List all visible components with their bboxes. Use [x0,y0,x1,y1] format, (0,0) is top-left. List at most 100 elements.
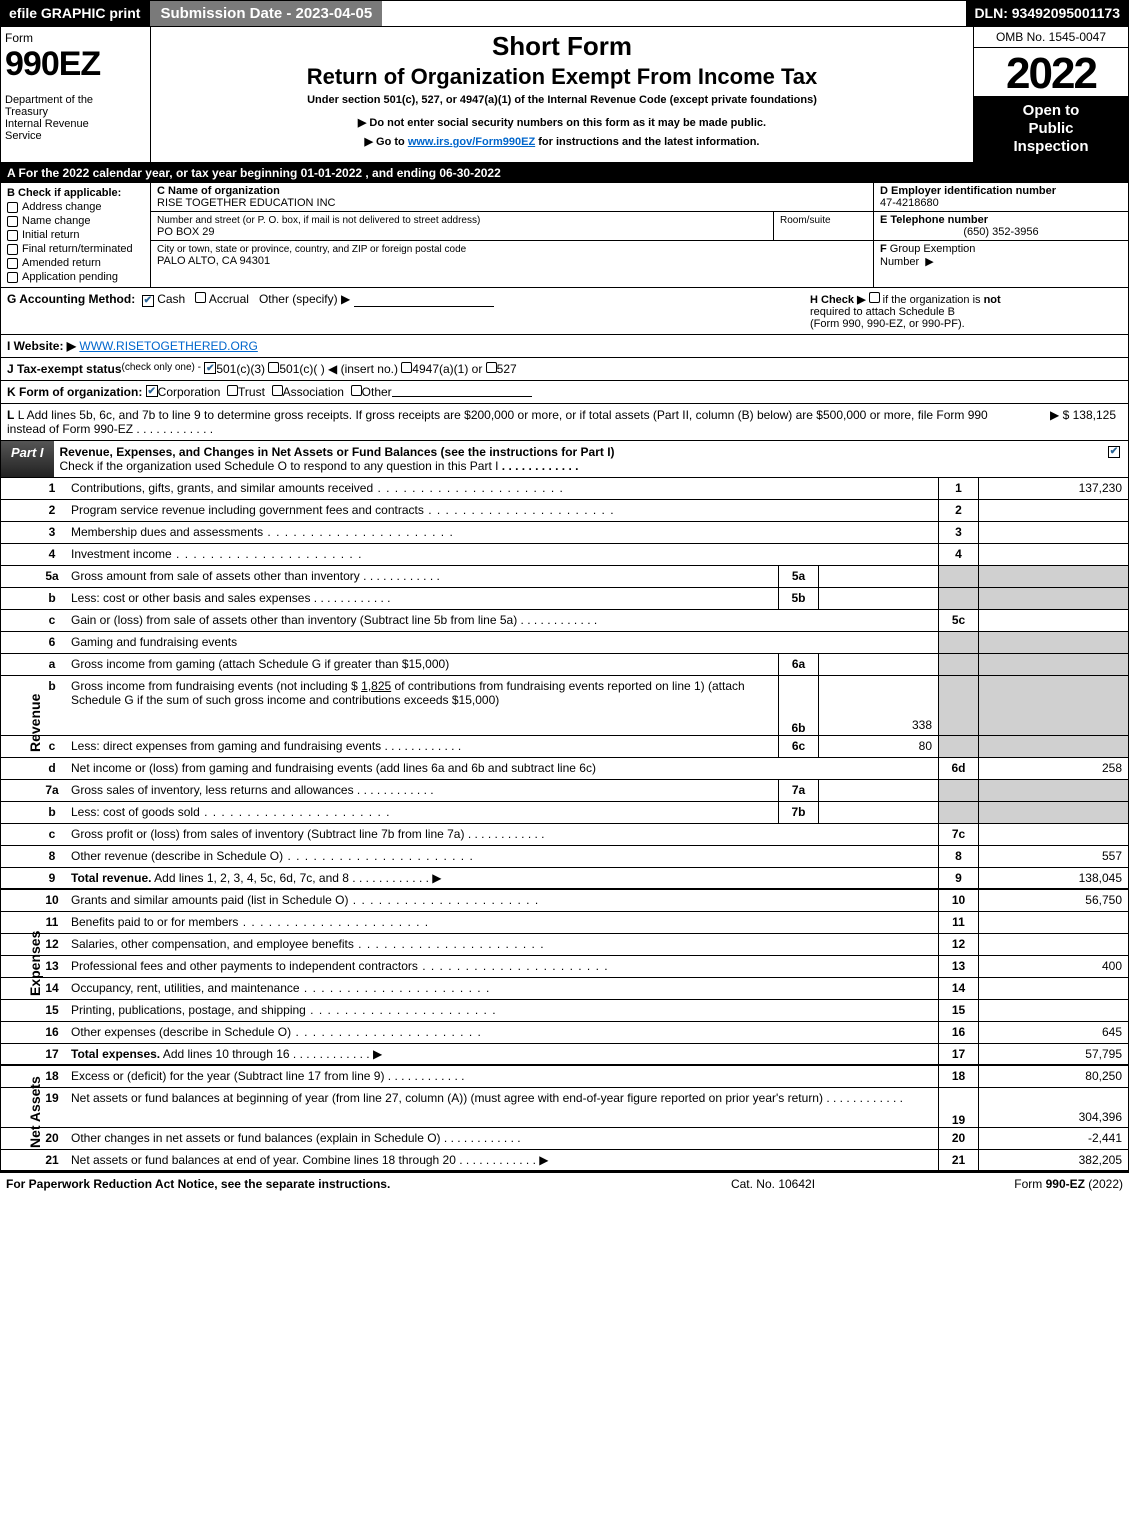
line-amount: 80,250 [978,1066,1128,1087]
line-code: 5c [938,610,978,631]
dots [381,739,461,753]
chk-label: Application pending [22,271,118,283]
line-6d: d Net income or (loss) from gaming and f… [1,758,1128,780]
k-other-field[interactable] [392,385,532,397]
line-21: 21 Net assets or fund balances at end of… [1,1150,1128,1172]
line-12: 12 Salaries, other compensation, and emp… [1,934,1128,956]
side-revenue [1,478,33,499]
dots [349,871,429,885]
line-code: 20 [938,1128,978,1149]
dots [172,547,363,561]
part-title-text: Revenue, Expenses, and Changes in Net As… [60,445,615,459]
h-text3: required to attach Schedule B [810,306,955,318]
cash-label: Cash [157,292,185,306]
line-code: 16 [938,1022,978,1043]
h-text2: if the organization is [883,294,984,306]
sub-value [818,654,938,675]
chk-527[interactable] [486,362,497,373]
chk-address-change[interactable]: Address change [7,201,144,213]
line-amount-grey [978,676,1128,735]
checkbox-icon [7,230,18,241]
line-amount: 557 [978,846,1128,867]
line-code: 3 [938,522,978,543]
sub-code: 6b [778,676,818,735]
chk-final-return[interactable]: Final return/terminated [7,243,144,255]
chk-amended-return[interactable]: Amended return [7,257,144,269]
dots [291,1025,482,1039]
other-specify-field[interactable] [354,295,494,307]
org-name: RISE TOGETHER EDUCATION INC [157,197,335,209]
chk-501c3[interactable]: ✔ [204,362,216,374]
city-label: City or town, state or province, country… [157,244,466,255]
line-14: 14 Occupancy, rent, utilities, and maint… [1,978,1128,1000]
d-label: D Employer identification number [880,185,1056,197]
open-to-public: Open toPublicInspection [974,96,1128,162]
chk-h[interactable] [869,292,880,303]
line-desc: Printing, publications, postage, and shi… [71,1003,306,1017]
c-label: C Name of organization [157,185,280,197]
dots [418,959,609,973]
line-5b: b Less: cost or other basis and sales ex… [1,588,1128,610]
line-5c: c Gain or (loss) from sale of assets oth… [1,610,1128,632]
chk-cash[interactable]: ✔ [142,295,154,307]
line-amount [978,500,1128,521]
j-opt4: 527 [497,362,517,376]
chk-4947[interactable] [401,362,412,373]
chk-501c[interactable] [268,362,279,373]
line-code: 1 [938,478,978,499]
efile-label: efile GRAPHIC print [1,1,148,26]
title-block: Short Form Return of Organization Exempt… [151,27,973,162]
k-corp: Corporation [158,385,221,399]
department: Department of theTreasuryInternal Revenu… [5,94,146,142]
chk-name-change[interactable]: Name change [7,215,144,227]
line-code-grey [938,780,978,801]
line-desc: Occupancy, rent, utilities, and maintena… [71,981,300,995]
k-other: Other [362,385,392,399]
footer-form-post: (2022) [1085,1177,1123,1191]
form-id-block: Form 990EZ Department of theTreasuryInte… [1,27,151,162]
dots [441,1131,521,1145]
line-desc: Less: direct expenses from gaming and fu… [71,739,381,753]
line-amount-grey [978,566,1128,587]
line-4: 4 Investment income 4 [1,544,1128,566]
chk-accrual[interactable] [195,292,206,303]
part-title: Revenue, Expenses, and Changes in Net As… [54,441,1100,477]
footer-form-pre: Form [1014,1177,1045,1191]
dots [464,827,544,841]
line-7a: 7a Gross sales of inventory, less return… [1,780,1128,802]
line-amount-grey [978,802,1128,823]
line-amount [978,824,1128,845]
dots [384,1069,464,1083]
i-label: I Website: ▶ [7,339,76,353]
line-desc: Grants and similar amounts paid (list in… [71,893,348,907]
line-desc: Other revenue (describe in Schedule O) [71,849,283,863]
line-5a: 5a Gross amount from sale of assets othe… [1,566,1128,588]
arrow-icon: ▶ [539,1153,548,1167]
k-assoc: Association [283,385,344,399]
h-text4: (Form 990, 990-EZ, or 990-PF). [810,318,965,330]
sub-code: 6a [778,654,818,675]
chk-application-pending[interactable]: Application pending [7,271,144,283]
form-word: Form [5,31,146,45]
line-desc: Gross sales of inventory, less returns a… [71,783,354,797]
line-desc: Professional fees and other payments to … [71,959,418,973]
chk-schedule-o[interactable]: ✔ [1108,446,1120,458]
line-desc: Membership dues and assessments [71,525,263,539]
section-c: C Name of organization RISE TOGETHER EDU… [151,183,873,287]
b-header: B Check if applicable: [7,187,144,199]
line-amount: -2,441 [978,1128,1128,1149]
irs-link[interactable]: www.irs.gov/Form990EZ [408,136,535,148]
chk-corp[interactable]: ✔ [146,385,158,397]
line-amount-grey [978,588,1128,609]
website-link[interactable]: WWW.RISETOGETHERED.ORG [79,339,257,353]
top-bar: efile GRAPHIC print Submission Date - 20… [0,0,1129,27]
line-code-grey [938,588,978,609]
chk-trust[interactable] [227,385,238,396]
line-amount: 137,230 [978,478,1128,499]
chk-assoc[interactable] [272,385,283,396]
line-desc: Other expenses (describe in Schedule O) [71,1025,291,1039]
chk-initial-return[interactable]: Initial return [7,229,144,241]
chk-other[interactable] [351,385,362,396]
line-desc: Salaries, other compensation, and employ… [71,937,354,951]
e-label: E Telephone number [880,214,988,226]
